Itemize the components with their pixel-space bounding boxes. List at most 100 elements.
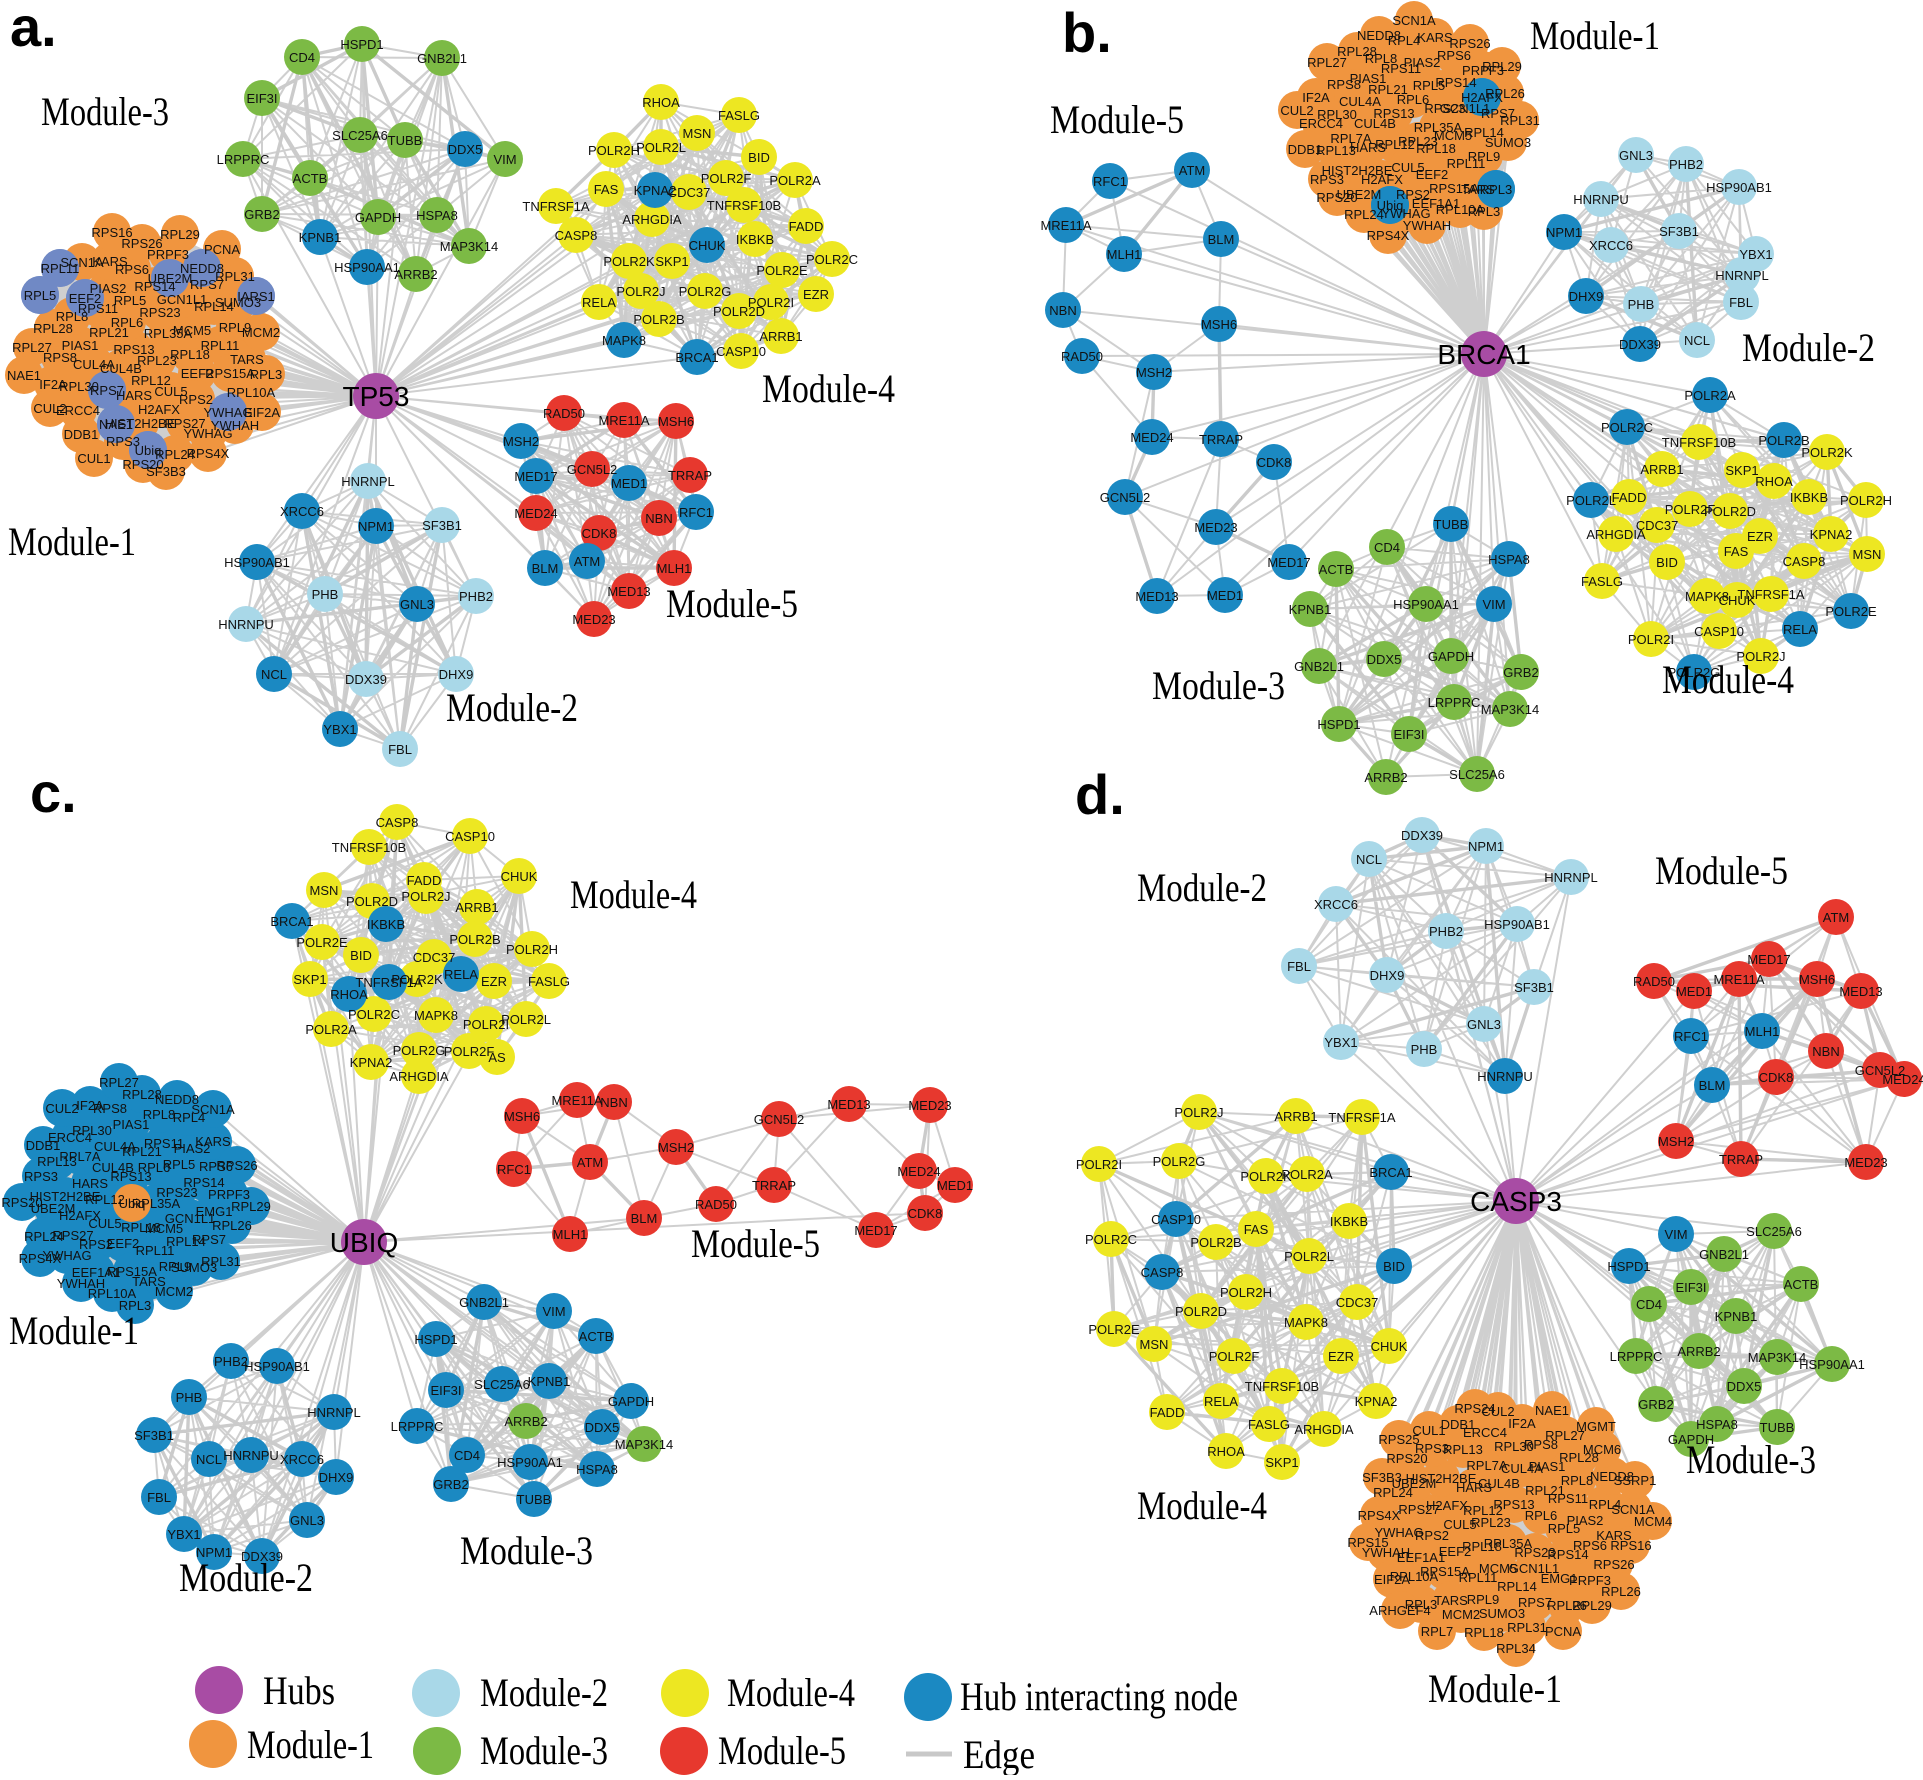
svg-text:Module-2: Module-2 [1137,865,1267,910]
svg-text:RPL29: RPL29 [1572,1598,1612,1613]
svg-text:SCN1A: SCN1A [1392,13,1436,28]
svg-text:SUMO3: SUMO3 [1485,135,1531,150]
svg-text:GNB2L1: GNB2L1 [417,51,467,66]
svg-text:PRPF3: PRPF3 [1462,63,1504,78]
svg-text:UBE2M: UBE2M [1337,187,1382,202]
svg-text:HSPD1: HSPD1 [1317,717,1360,732]
svg-text:GCN1L1: GCN1L1 [1440,101,1491,116]
svg-text:RPS16: RPS16 [91,225,132,240]
svg-text:Module-2: Module-2 [480,1670,608,1715]
svg-text:RPL35A: RPL35A [1484,1536,1533,1551]
svg-text:RPL11: RPL11 [1447,156,1486,171]
svg-text:NEDD8: NEDD8 [1590,1469,1634,1484]
svg-text:ACTB: ACTB [293,171,328,186]
svg-text:RPL23: RPL23 [1398,134,1438,149]
svg-text:HIST2H2BE: HIST2H2BE [1406,1471,1477,1486]
svg-text:CUL4A: CUL4A [73,357,115,372]
svg-text:KPNA2: KPNA2 [1355,1394,1398,1409]
svg-text:RPL11: RPL11 [41,261,80,276]
svg-text:PIAS1: PIAS1 [62,338,99,353]
svg-text:SSRP1: SSRP1 [1614,1473,1657,1488]
svg-text:POLR2J: POLR2J [616,284,665,299]
svg-text:CASP8: CASP8 [376,815,419,830]
svg-text:RPS7: RPS7 [192,1232,226,1247]
svg-text:NEDD8: NEDD8 [1357,28,1401,43]
svg-text:GAPDH: GAPDH [608,1394,654,1409]
svg-text:YWHAH: YWHAH [1403,218,1451,233]
svg-text:MED13: MED13 [607,584,650,599]
svg-text:MED17: MED17 [1747,952,1790,967]
svg-text:NCL: NCL [1356,852,1382,867]
svg-text:TUBB: TUBB [388,133,423,148]
svg-text:IKBKB: IKBKB [367,917,405,932]
svg-text:POLR2I: POLR2I [1628,632,1674,647]
svg-text:RPL30: RPL30 [59,379,99,394]
svg-text:GRB2: GRB2 [1638,1397,1673,1412]
svg-text:Module-4: Module-4 [762,366,895,411]
svg-text:IF2A: IF2A [1508,1416,1536,1431]
svg-text:RPL9: RPL9 [1468,149,1501,164]
svg-text:Module-1: Module-1 [1428,1666,1562,1711]
svg-text:KPNA2: KPNA2 [350,1055,393,1070]
svg-text:MCM5: MCM5 [173,323,211,338]
svg-text:Module-3: Module-3 [480,1728,608,1773]
svg-text:POLR2F: POLR2F [1665,502,1716,517]
svg-text:NPM1: NPM1 [1546,225,1582,240]
svg-text:Module-4: Module-4 [727,1670,855,1715]
svg-text:HSP90AB1: HSP90AB1 [224,555,290,570]
svg-text:HNRNPU: HNRNPU [223,1448,279,1463]
svg-text:PHB: PHB [1628,297,1655,312]
svg-text:RPL26: RPL26 [1485,86,1525,101]
svg-text:RPS7: RPS7 [1518,1595,1552,1610]
svg-text:FASLG: FASLG [1581,574,1623,589]
svg-text:POLR2D: POLR2D [346,894,398,909]
svg-text:SLC25A6: SLC25A6 [1449,767,1505,782]
svg-text:MRE11A: MRE11A [598,413,649,428]
svg-text:RPL4: RPL4 [173,1110,206,1125]
svg-text:KARS: KARS [1596,1528,1632,1543]
svg-text:GRB2: GRB2 [244,207,279,222]
svg-text:EMG1: EMG1 [1541,1571,1578,1586]
svg-text:MED1: MED1 [1676,984,1712,999]
svg-text:MSH2: MSH2 [1136,365,1172,380]
svg-text:RPS26: RPS26 [1593,1557,1634,1572]
svg-text:RPS3: RPS3 [1310,172,1344,187]
svg-text:POLR2H: POLR2H [1840,493,1892,508]
svg-text:RPL12: RPL12 [1463,1503,1503,1518]
svg-text:CD4: CD4 [1374,540,1400,555]
svg-text:BRCA1: BRCA1 [270,914,313,929]
svg-text:SF3B1: SF3B1 [422,518,462,533]
svg-text:POLR2F: POLR2F [444,1044,495,1059]
svg-text:YWHAG: YWHAG [203,405,252,420]
svg-text:RPL29: RPL29 [231,1199,271,1214]
svg-text:MED1: MED1 [937,1178,973,1193]
svg-text:RPL3: RPL3 [1405,1597,1438,1612]
svg-text:GNL3: GNL3 [290,1513,324,1528]
svg-text:MRE11A: MRE11A [1040,218,1091,233]
svg-text:POLR2L: POLR2L [636,140,686,155]
svg-text:DHX9: DHX9 [1370,968,1405,983]
svg-text:RPL8: RPL8 [56,309,89,324]
svg-text:DHX9: DHX9 [1569,289,1604,304]
svg-text:RPL27: RPL27 [12,340,52,355]
svg-text:RPL10A: RPL10A [227,385,276,400]
svg-text:H2AFX: H2AFX [1426,1498,1468,1513]
svg-text:ATM: ATM [1823,910,1849,925]
svg-text:RPL5: RPL5 [1413,78,1446,93]
svg-text:RPL21: RPL21 [89,325,129,340]
svg-text:GCN5L2: GCN5L2 [567,462,618,477]
svg-text:POLR2G: POLR2G [1153,1154,1206,1169]
svg-text:DDB1: DDB1 [1288,142,1323,157]
svg-text:H2AFX: H2AFX [59,1208,101,1223]
svg-text:UBE2M: UBE2M [1392,1476,1437,1491]
svg-text:MSN: MSN [1140,1337,1169,1352]
svg-text:RPS8: RPS8 [1524,1437,1558,1452]
svg-text:IARS1: IARS1 [237,289,275,304]
svg-text:HSP90AA1: HSP90AA1 [497,1455,563,1470]
svg-text:RPL7A: RPL7A [1466,1458,1508,1473]
svg-text:RPL6: RPL6 [1397,92,1430,107]
svg-text:Module-2: Module-2 [1742,325,1875,370]
svg-text:MSN: MSN [683,126,712,141]
svg-text:CASP10: CASP10 [716,344,766,359]
svg-text:POLR2D: POLR2D [1704,504,1756,519]
